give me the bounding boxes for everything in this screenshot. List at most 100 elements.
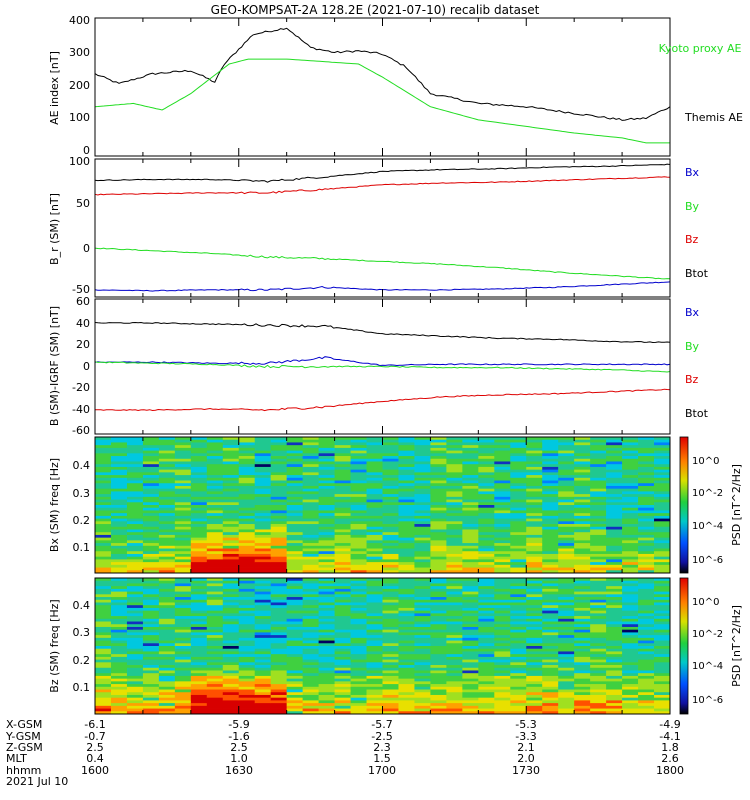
spectrogram-cell: [222, 507, 240, 511]
spectrogram-cell: [254, 578, 272, 582]
spectrogram-cell: [238, 526, 256, 530]
spectrogram-cell: [654, 485, 671, 490]
spectrogram-cell: [318, 689, 335, 693]
spectrogram-cell: [254, 629, 272, 633]
spectrogram-cell: [446, 594, 463, 598]
spectrogram-cell: [446, 618, 463, 622]
spectrogram-cell: [238, 545, 256, 549]
spectrogram-cell: [606, 483, 623, 487]
spectrogram-cell: [302, 480, 320, 484]
spectrogram-cell: [254, 648, 272, 652]
spectrogram-cell: [574, 675, 591, 680]
spectrogram-cell: [526, 597, 543, 601]
spectrogram-cell: [526, 548, 543, 552]
spectrogram-cell: [526, 491, 543, 495]
spectrogram-cell: [366, 665, 383, 669]
spectrogram-cell: [366, 637, 383, 641]
spectrogram-cell: [334, 586, 351, 590]
spectrogram-cell: [95, 678, 112, 682]
spectrogram-cell: [382, 485, 399, 490]
spectrogram-cell: [414, 583, 431, 587]
spectrogram-cell: [126, 692, 144, 696]
spectrogram-cell: [286, 548, 304, 552]
spectrogram-cell: [270, 450, 288, 454]
spectrogram-cell: [382, 540, 399, 544]
spectrogram-cell: [142, 621, 160, 625]
spectrogram-cell: [238, 681, 256, 685]
spectrogram-cell: [302, 654, 320, 658]
spectrogram-cell: [366, 689, 383, 693]
spectrogram-cell: [398, 562, 415, 566]
spectrogram-cell: [126, 678, 144, 682]
spectrogram-cell: [126, 564, 144, 568]
spectrogram-cell: [398, 594, 415, 598]
spectrogram-cell: [174, 602, 192, 606]
spectrogram-cell: [398, 529, 415, 533]
spectrogram-cell: [158, 651, 176, 655]
spectrogram-cell: [286, 654, 304, 658]
spectrogram-cell: [494, 553, 511, 558]
spectrogram-cell: [174, 667, 192, 671]
spectrogram-cell: [638, 651, 655, 655]
spectrogram-cell: [174, 708, 192, 712]
spectrogram-cell: [590, 629, 607, 633]
spectrogram-cell: [126, 583, 144, 587]
spectrogram-cell: [510, 675, 527, 680]
spectrogram-cell: [286, 583, 304, 587]
spectrogram-cell: [238, 689, 256, 693]
spectrogram-cell: [638, 637, 655, 641]
spectrogram-cell: [174, 453, 192, 457]
spectrogram-cell: [254, 583, 272, 587]
spectrogram-cell: [558, 583, 575, 587]
spectrogram-cell: [222, 458, 240, 462]
spectrogram-cell: [414, 507, 431, 511]
spectrogram-cell: [558, 548, 575, 552]
spectrogram-cell: [95, 477, 112, 481]
spectrogram-cell: [606, 570, 623, 574]
spectrogram-cell: [558, 564, 575, 568]
spectrogram-cell: [558, 453, 575, 457]
spectrogram-cell: [158, 447, 176, 451]
spectrogram-cell: [590, 483, 607, 487]
spectrogram-cell: [526, 632, 543, 636]
spectrogram-cell: [382, 654, 399, 658]
spectrogram-cell: [174, 580, 192, 584]
spectrogram-cell: [222, 559, 240, 563]
spectrogram-cell: [110, 651, 128, 655]
spectrogram-cell: [510, 654, 527, 658]
spectrogram-cell: [430, 607, 447, 612]
spectrogram-cell: [142, 705, 160, 709]
spectrogram-cell: [622, 567, 639, 571]
spectrogram-cell: [526, 505, 543, 509]
spectrogram-cell: [622, 472, 639, 476]
eph-time-1700: 1700: [368, 764, 396, 777]
spectrogram-cell: [542, 648, 559, 652]
spectrogram-cell: [318, 469, 335, 473]
spectrogram-cell: [446, 659, 463, 663]
spectrogram-cell: [95, 637, 112, 641]
spectrogram-cell: [302, 643, 320, 647]
spectrogram-cell: [542, 456, 559, 460]
spectrogram-cell: [398, 684, 415, 688]
spectrogram-cell: [110, 543, 128, 547]
spectrogram-cell: [494, 543, 511, 547]
spectrogram-cell: [494, 621, 511, 625]
spectrogram-cell: [302, 521, 320, 525]
spectrogram-cell: [238, 670, 256, 674]
spectrogram-cell: [446, 442, 463, 446]
spectrogram-cell: [142, 458, 160, 462]
spectrogram-cell: [398, 483, 415, 487]
spectrogram-cell: [510, 461, 527, 465]
spectrogram-cell: [350, 507, 367, 511]
spectrogram-cell: [142, 450, 160, 454]
spectrogram-cell: [574, 616, 591, 620]
spectrogram-cell: [430, 616, 447, 620]
spectrogram-cell: [638, 483, 655, 487]
spectrogram-cell: [478, 445, 495, 449]
spectrogram-cell: [590, 480, 607, 484]
spectrogram-cell: [398, 472, 415, 476]
spectrogram-cell: [158, 637, 176, 641]
spectrogram-cell: [638, 567, 655, 571]
spectrogram-cell: [558, 656, 575, 660]
spectrogram-cell: [238, 626, 256, 631]
